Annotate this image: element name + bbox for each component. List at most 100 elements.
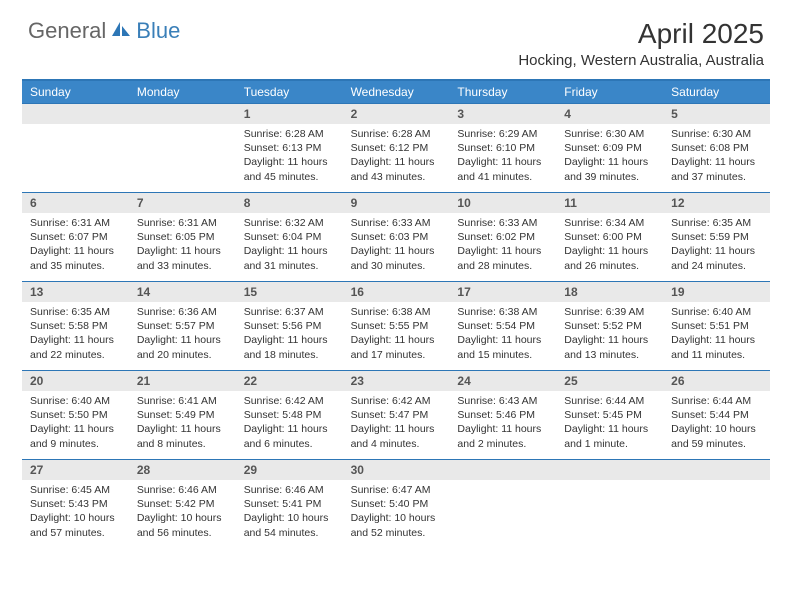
day-cell: 18Sunrise: 6:39 AMSunset: 5:52 PMDayligh… bbox=[556, 282, 663, 370]
sunrise-text: Sunrise: 6:40 AM bbox=[30, 394, 121, 408]
sunset-text: Sunset: 5:59 PM bbox=[671, 230, 762, 244]
day-cell: 9Sunrise: 6:33 AMSunset: 6:03 PMDaylight… bbox=[343, 193, 450, 281]
day-cell: 21Sunrise: 6:41 AMSunset: 5:49 PMDayligh… bbox=[129, 371, 236, 459]
sunset-text: Sunset: 6:08 PM bbox=[671, 141, 762, 155]
sunrise-text: Sunrise: 6:45 AM bbox=[30, 483, 121, 497]
day-cell: 15Sunrise: 6:37 AMSunset: 5:56 PMDayligh… bbox=[236, 282, 343, 370]
day-details: Sunrise: 6:43 AMSunset: 5:46 PMDaylight:… bbox=[449, 391, 556, 451]
sunset-text: Sunset: 5:57 PM bbox=[137, 319, 228, 333]
sunrise-text: Sunrise: 6:28 AM bbox=[244, 127, 335, 141]
daylight-text: Daylight: 11 hours and 9 minutes. bbox=[30, 422, 121, 450]
day-number: 8 bbox=[236, 193, 343, 213]
sunrise-text: Sunrise: 6:31 AM bbox=[137, 216, 228, 230]
day-cell: 1Sunrise: 6:28 AMSunset: 6:13 PMDaylight… bbox=[236, 104, 343, 192]
week-row: 13Sunrise: 6:35 AMSunset: 5:58 PMDayligh… bbox=[22, 281, 770, 370]
day-header-wed: Wednesday bbox=[343, 81, 450, 103]
day-cell: 22Sunrise: 6:42 AMSunset: 5:48 PMDayligh… bbox=[236, 371, 343, 459]
day-cell: 4 Sunrise: 6:30 AMSunset: 6:09 PMDaylight… bbox=[556, 104, 663, 192]
day-cell bbox=[663, 460, 770, 548]
sunrise-text: Sunrise: 6:30 AM bbox=[671, 127, 762, 141]
day-header-thu: Thursday bbox=[449, 81, 556, 103]
day-number: 10 bbox=[449, 193, 556, 213]
day-number-empty bbox=[663, 460, 770, 480]
day-cell: 3Sunrise: 6:29 AMSunset: 6:10 PMDaylight… bbox=[449, 104, 556, 192]
day-details: Sunrise: 6:35 AMSunset: 5:59 PMDaylight:… bbox=[663, 213, 770, 273]
sunrise-text: Sunrise: 6:32 AM bbox=[244, 216, 335, 230]
sunrise-text: Sunrise: 6:35 AM bbox=[671, 216, 762, 230]
sunset-text: Sunset: 5:46 PM bbox=[457, 408, 548, 422]
day-details: Sunrise: 6:34 AMSunset: 6:00 PMDaylight:… bbox=[556, 213, 663, 273]
day-number: 5 bbox=[663, 104, 770, 124]
day-number-empty bbox=[449, 460, 556, 480]
sunset-text: Sunset: 6:03 PM bbox=[351, 230, 442, 244]
daylight-text: Daylight: 11 hours and 15 minutes. bbox=[457, 333, 548, 361]
sunset-text: Sunset: 5:56 PM bbox=[244, 319, 335, 333]
sunrise-text: Sunrise: 6:43 AM bbox=[457, 394, 548, 408]
sunset-text: Sunset: 6:10 PM bbox=[457, 141, 548, 155]
day-header-row: Sunday Monday Tuesday Wednesday Thursday… bbox=[22, 81, 770, 103]
day-cell: 13Sunrise: 6:35 AMSunset: 5:58 PMDayligh… bbox=[22, 282, 129, 370]
daylight-text: Daylight: 11 hours and 30 minutes. bbox=[351, 244, 442, 272]
day-details: Sunrise: 6:29 AMSunset: 6:10 PMDaylight:… bbox=[449, 124, 556, 184]
day-number: 21 bbox=[129, 371, 236, 391]
day-cell: 25Sunrise: 6:44 AMSunset: 5:45 PMDayligh… bbox=[556, 371, 663, 459]
sunrise-text: Sunrise: 6:38 AM bbox=[351, 305, 442, 319]
day-header-sat: Saturday bbox=[663, 81, 770, 103]
sunset-text: Sunset: 5:50 PM bbox=[30, 408, 121, 422]
day-details: Sunrise: 6:30 AMSunset: 6:08 PMDaylight:… bbox=[663, 124, 770, 184]
week-row: 6Sunrise: 6:31 AMSunset: 6:07 PMDaylight… bbox=[22, 192, 770, 281]
sunrise-text: Sunrise: 6:44 AM bbox=[564, 394, 655, 408]
day-cell bbox=[129, 104, 236, 192]
sunset-text: Sunset: 6:07 PM bbox=[30, 230, 121, 244]
day-details: Sunrise: 6:38 AMSunset: 5:55 PMDaylight:… bbox=[343, 302, 450, 362]
day-cell: 19Sunrise: 6:40 AMSunset: 5:51 PMDayligh… bbox=[663, 282, 770, 370]
sunrise-text: Sunrise: 6:34 AM bbox=[564, 216, 655, 230]
sunrise-text: Sunrise: 6:37 AM bbox=[244, 305, 335, 319]
day-number: 4 bbox=[556, 104, 663, 124]
day-number: 17 bbox=[449, 282, 556, 302]
sunset-text: Sunset: 5:41 PM bbox=[244, 497, 335, 511]
day-number: 24 bbox=[449, 371, 556, 391]
day-details: Sunrise: 6:28 AMSunset: 6:13 PMDaylight:… bbox=[236, 124, 343, 184]
day-number-empty bbox=[22, 104, 129, 124]
sunset-text: Sunset: 6:09 PM bbox=[564, 141, 655, 155]
sunrise-text: Sunrise: 6:33 AM bbox=[351, 216, 442, 230]
day-number: 23 bbox=[343, 371, 450, 391]
header: General Blue April 2025 Hocking, Western… bbox=[0, 0, 792, 75]
sunset-text: Sunset: 5:40 PM bbox=[351, 497, 442, 511]
day-details: Sunrise: 6:44 AMSunset: 5:44 PMDaylight:… bbox=[663, 391, 770, 451]
day-cell: 24Sunrise: 6:43 AMSunset: 5:46 PMDayligh… bbox=[449, 371, 556, 459]
daylight-text: Daylight: 11 hours and 4 minutes. bbox=[351, 422, 442, 450]
daylight-text: Daylight: 11 hours and 37 minutes. bbox=[671, 155, 762, 183]
daylight-text: Daylight: 11 hours and 2 minutes. bbox=[457, 422, 548, 450]
daylight-text: Daylight: 11 hours and 17 minutes. bbox=[351, 333, 442, 361]
day-header-mon: Monday bbox=[129, 81, 236, 103]
daylight-text: Daylight: 11 hours and 39 minutes. bbox=[564, 155, 655, 183]
sunrise-text: Sunrise: 6:44 AM bbox=[671, 394, 762, 408]
sunset-text: Sunset: 5:43 PM bbox=[30, 497, 121, 511]
daylight-text: Daylight: 11 hours and 6 minutes. bbox=[244, 422, 335, 450]
daylight-text: Daylight: 11 hours and 45 minutes. bbox=[244, 155, 335, 183]
sunrise-text: Sunrise: 6:47 AM bbox=[351, 483, 442, 497]
daylight-text: Daylight: 10 hours and 59 minutes. bbox=[671, 422, 762, 450]
daylight-text: Daylight: 11 hours and 8 minutes. bbox=[137, 422, 228, 450]
day-number: 16 bbox=[343, 282, 450, 302]
sunrise-text: Sunrise: 6:30 AM bbox=[564, 127, 655, 141]
sunrise-text: Sunrise: 6:42 AM bbox=[244, 394, 335, 408]
sunset-text: Sunset: 6:04 PM bbox=[244, 230, 335, 244]
day-cell: 14Sunrise: 6:36 AMSunset: 5:57 PMDayligh… bbox=[129, 282, 236, 370]
logo: General Blue bbox=[28, 18, 180, 44]
sunrise-text: Sunrise: 6:29 AM bbox=[457, 127, 548, 141]
day-details: Sunrise: 6:39 AMSunset: 5:52 PMDaylight:… bbox=[556, 302, 663, 362]
logo-text-2: Blue bbox=[136, 18, 180, 44]
sunset-text: Sunset: 5:42 PM bbox=[137, 497, 228, 511]
day-number: 19 bbox=[663, 282, 770, 302]
sunset-text: Sunset: 6:12 PM bbox=[351, 141, 442, 155]
week-row: 1Sunrise: 6:28 AMSunset: 6:13 PMDaylight… bbox=[22, 103, 770, 192]
sunset-text: Sunset: 6:00 PM bbox=[564, 230, 655, 244]
day-details: Sunrise: 6:45 AMSunset: 5:43 PMDaylight:… bbox=[22, 480, 129, 540]
daylight-text: Daylight: 10 hours and 52 minutes. bbox=[351, 511, 442, 539]
day-cell: 5Sunrise: 6:30 AMSunset: 6:08 PMDaylight… bbox=[663, 104, 770, 192]
day-number: 12 bbox=[663, 193, 770, 213]
daylight-text: Daylight: 11 hours and 26 minutes. bbox=[564, 244, 655, 272]
